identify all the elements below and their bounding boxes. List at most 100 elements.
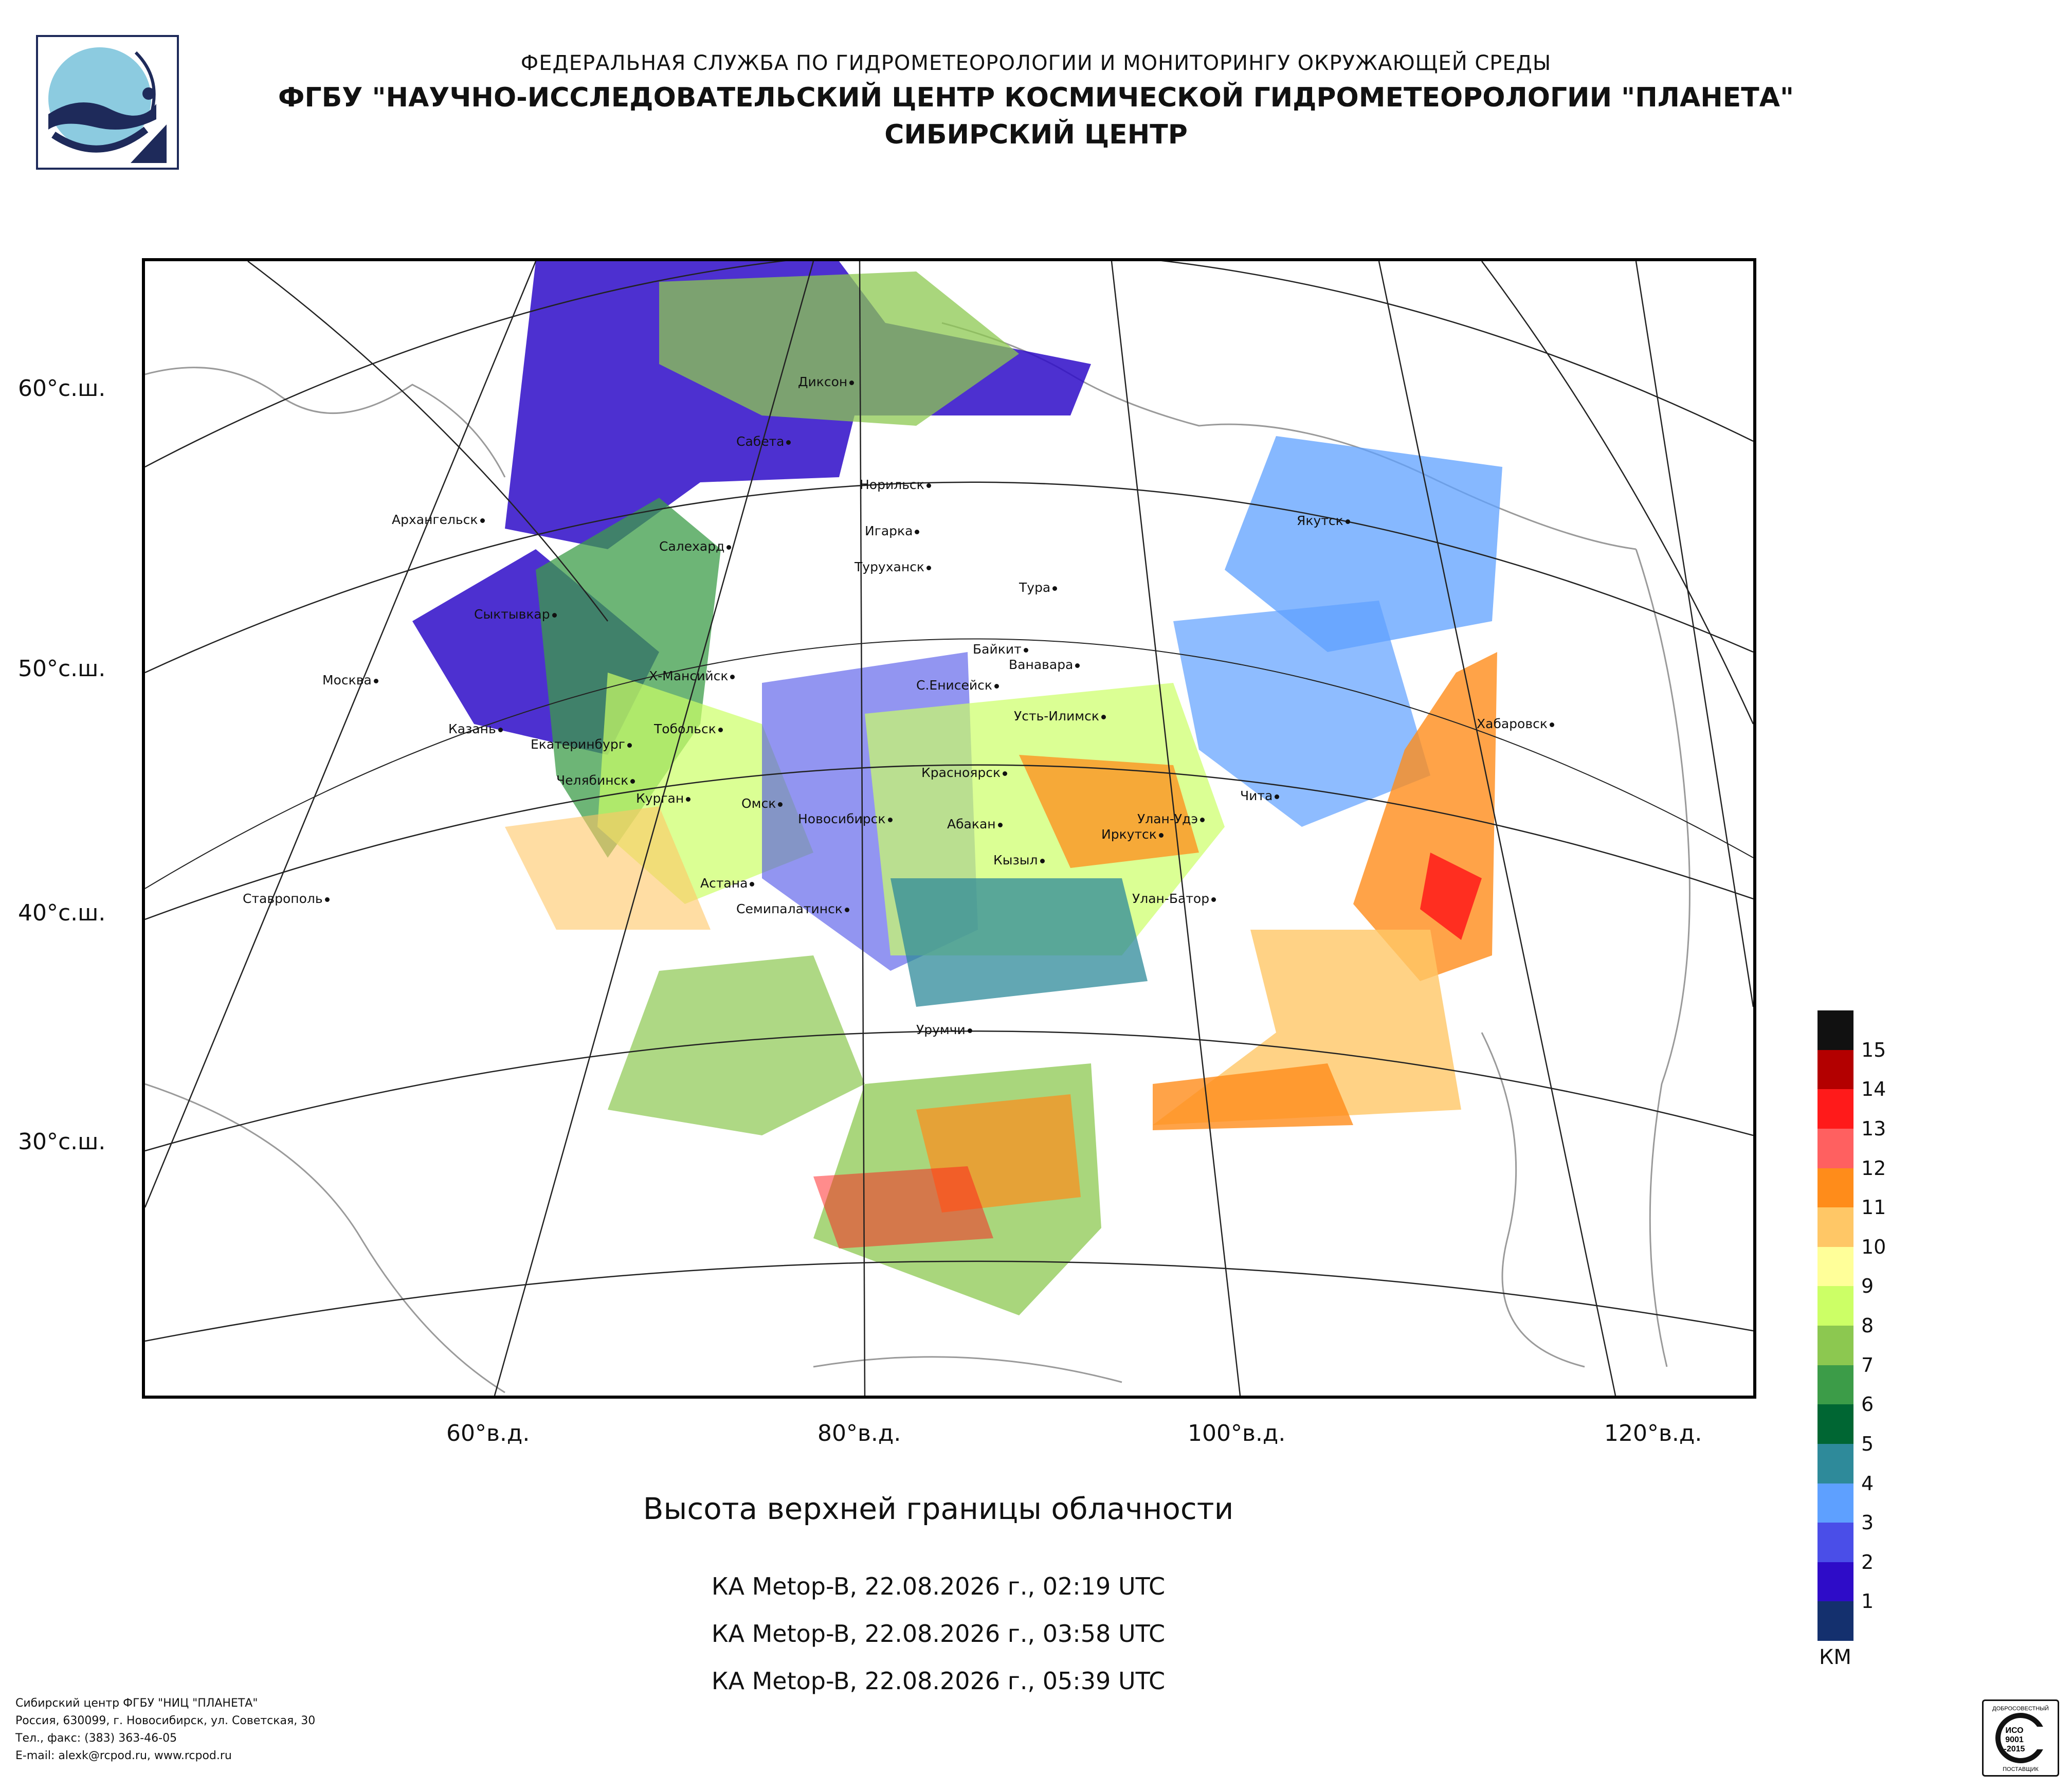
- footer-email: E-mail: alexk@rcpod.ru, www.rcpod.ru: [15, 1749, 232, 1762]
- stamp-iso-text: ИСО: [2005, 1726, 2023, 1735]
- lat-label-40: 40°с.ш.: [18, 900, 106, 926]
- legend-swatch: [1817, 1050, 1853, 1090]
- legend-level-label: 9: [1861, 1275, 1874, 1298]
- graticule: [145, 261, 1753, 1396]
- city-ekaterinburg: Екатеринбург: [531, 737, 634, 752]
- city-khabarovsk: Хабаровск: [1477, 716, 1556, 731]
- stamp-year-text: -2015: [2004, 1745, 2025, 1753]
- lat-label-50: 50°с.ш.: [18, 656, 106, 682]
- footer-address: Россия, 630099, г. Новосибирск, ул. Сове…: [15, 1714, 316, 1727]
- city-stavropol: Ставрополь: [243, 891, 332, 906]
- legend-level-label: 3: [1861, 1511, 1874, 1534]
- city-moscow: Москва: [322, 673, 380, 688]
- legend-level-label: 12: [1861, 1156, 1886, 1180]
- legend-swatch: [1817, 1207, 1853, 1247]
- stamp-top-text: ДОБРОСОВЕСТНЫЙ: [1992, 1705, 2049, 1712]
- stamp-bottom-text: ПОСТАВЩИК: [2003, 1766, 2039, 1772]
- legend-level-label: 10: [1861, 1235, 1886, 1258]
- pass-1: КА Metop-B, 22.08.2026 г., 02:19 UTC: [711, 1572, 1166, 1600]
- city-baykit: Байкит: [973, 642, 1030, 657]
- planeta-emblem-icon: [48, 47, 167, 163]
- city-syktyvkar: Сыктывкар: [474, 607, 559, 622]
- legend-swatch: [1817, 1128, 1853, 1168]
- lon-label-60: 60°в.д.: [446, 1420, 530, 1446]
- city-urumqi: Урумчи: [916, 1022, 974, 1037]
- lat-label-30: 30°с.ш.: [18, 1129, 106, 1155]
- city-tobolsk: Тобольск: [654, 721, 725, 736]
- legend-level-label: 11: [1861, 1196, 1886, 1219]
- city-krasnoyarsk: Красноярск: [921, 765, 1009, 780]
- legend-level-label: 1: [1861, 1590, 1874, 1613]
- city-ust-ilimsk: Усть-Илимск: [1014, 709, 1108, 723]
- city-norilsk: Норильск: [860, 477, 933, 492]
- legend-level-label: 5: [1861, 1432, 1874, 1455]
- color-legend: [1817, 1010, 1853, 1641]
- city-khmansiysk: Х-Мансийск: [649, 668, 737, 683]
- iso-stamp-icon: ДОБРОСОВЕСТНЫЙ ИСО 9001 -2015 ПОСТАВЩИК: [1992, 1705, 2053, 1772]
- legend-swatch: [1817, 1010, 1853, 1050]
- legend-swatch: [1817, 1523, 1853, 1562]
- legend-swatch: [1817, 1404, 1853, 1444]
- pass-3: КА Metop-B, 22.08.2026 г., 05:39 UTC: [711, 1667, 1166, 1695]
- legend-swatch: [1817, 1601, 1853, 1641]
- city-kurgan: Курган: [636, 791, 693, 806]
- footer-phone: Тел., факс: (383) 363-46-05: [15, 1732, 177, 1745]
- city-salekhard: Салехард: [659, 539, 733, 554]
- legend-swatch: [1817, 1443, 1853, 1484]
- city-yakutsk: Якутск: [1297, 513, 1352, 528]
- city-dikson: Диксон: [798, 374, 856, 389]
- lon-label-80: 80°в.д.: [817, 1420, 901, 1446]
- city-abakan: Абакан: [947, 817, 1005, 831]
- city-arkhangelsk: Архангельск: [392, 512, 487, 527]
- footer-org: Сибирский центр ФГБУ "НИЦ "ПЛАНЕТА": [15, 1697, 258, 1710]
- cloud-top-map[interactable]: Диксон Сабета Норильск Игарка Туруханск …: [142, 258, 1756, 1399]
- stamp-9001-text: 9001: [2005, 1735, 2024, 1744]
- legend-level-label: 14: [1861, 1078, 1886, 1101]
- center-name: СИБИРСКИЙ ЦЕНТР: [884, 119, 1188, 150]
- legend-level-label: 8: [1861, 1314, 1874, 1337]
- legend-swatch: [1817, 1326, 1853, 1365]
- city-astana: Астана: [700, 876, 756, 891]
- city-chelyabinsk: Челябинск: [556, 773, 637, 788]
- pass-2: КА Metop-B, 22.08.2026 г., 03:58 UTC: [711, 1620, 1166, 1648]
- city-turukhansk: Туруханск: [855, 559, 933, 574]
- city-novosibirsk: Новосибирск: [798, 811, 895, 826]
- legend-unit: КМ: [1819, 1645, 1851, 1669]
- legend-swatch: [1817, 1286, 1853, 1326]
- legend-level-label: 7: [1861, 1353, 1874, 1377]
- legend-swatch: [1817, 1089, 1853, 1129]
- planeta-logo: [36, 35, 179, 170]
- legend-level-label: 4: [1861, 1472, 1874, 1495]
- legend-level-label: 15: [1861, 1038, 1886, 1061]
- cloud-swaths: [412, 261, 1502, 1315]
- legend-swatch: [1817, 1562, 1853, 1602]
- city-semipalatinsk: Семипалатинск: [736, 901, 851, 916]
- legend-swatch: [1817, 1168, 1853, 1208]
- agency-name: ФЕДЕРАЛЬНАЯ СЛУЖБА ПО ГИДРОМЕТЕОРОЛОГИИ …: [520, 51, 1552, 75]
- city-sabeta: Сабета: [736, 434, 793, 449]
- city-kyzyl: Кызыл: [993, 853, 1047, 867]
- map-title: Высота верхней границы облачности: [643, 1491, 1234, 1526]
- city-ulan-bator: Улан-Батор: [1132, 891, 1218, 906]
- city-chita: Чита: [1240, 788, 1281, 803]
- lat-label-60: 60°с.ш.: [18, 375, 106, 402]
- city-vanavara: Ванавара: [1009, 657, 1082, 672]
- legend-level-label: 13: [1861, 1117, 1886, 1140]
- legend-level-label: 2: [1861, 1550, 1874, 1573]
- city-kazan: Казань: [448, 721, 505, 736]
- city-ulan-ude: Улан-Удэ: [1137, 811, 1207, 826]
- lon-label-120: 120°в.д.: [1604, 1420, 1702, 1446]
- city-omsk: Омск: [741, 796, 785, 811]
- legend-swatch: [1817, 1483, 1853, 1523]
- city-s-eniseysk: С.Енисейск: [916, 678, 1001, 693]
- lon-label-100: 100°в.д.: [1188, 1420, 1286, 1446]
- iso-stamp: ДОБРОСОВЕСТНЫЙ ИСО 9001 -2015 ПОСТАВЩИК: [1982, 1699, 2059, 1777]
- legend-swatch: [1817, 1365, 1853, 1405]
- institute-name: ФГБУ "НАУЧНО-ИССЛЕДОВАТЕЛЬСКИЙ ЦЕНТР КОС…: [278, 82, 1794, 113]
- legend-level-label: 6: [1861, 1393, 1874, 1416]
- legend-swatch: [1817, 1246, 1853, 1287]
- map-canvas: [145, 261, 1753, 1396]
- city-irkutsk: Иркутск: [1101, 827, 1166, 842]
- city-tura: Тура: [1019, 580, 1059, 595]
- city-igarka: Игарка: [865, 523, 921, 538]
